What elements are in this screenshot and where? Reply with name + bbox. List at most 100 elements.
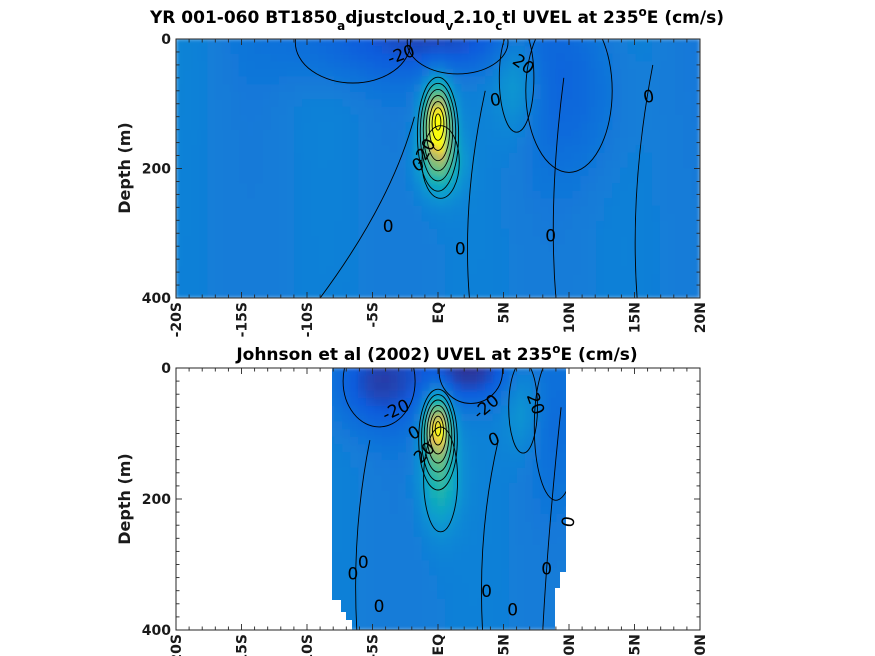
heatmap-cell <box>389 198 399 208</box>
heatmap-cell <box>342 198 352 208</box>
heatmap-cell <box>254 213 264 223</box>
heatmap-cell <box>453 436 463 446</box>
heatmap-cell <box>207 244 217 253</box>
heatmap-cell <box>691 61 700 71</box>
heatmap-cell <box>350 544 360 554</box>
heatmap-cell <box>421 444 431 454</box>
heatmap-cell <box>365 398 376 408</box>
heatmap-cell <box>176 251 185 261</box>
heatmap-cell <box>492 590 503 600</box>
heatmap-cell <box>556 46 566 55</box>
heatmap-cell <box>683 274 693 284</box>
heatmap-cell <box>524 244 534 253</box>
heatmap-cell <box>588 221 598 231</box>
heatmap-cell <box>437 213 447 223</box>
heatmap-cell <box>381 382 391 392</box>
heatmap-cell <box>508 76 518 86</box>
heatmap-cell <box>326 236 336 246</box>
heatmap-cell <box>191 145 201 154</box>
heatmap-cell <box>564 221 574 231</box>
heatmap-cell <box>342 436 352 446</box>
heatmap-cell <box>183 266 193 276</box>
heatmap-cell <box>508 590 518 600</box>
heatmap-cell <box>532 228 542 238</box>
heatmap-cell <box>405 99 415 109</box>
heatmap-cell <box>437 282 447 291</box>
heatmap-cell <box>572 198 582 208</box>
heatmap-cell <box>294 91 304 101</box>
heatmap-cell <box>318 137 328 147</box>
heatmap-cell <box>246 198 256 208</box>
heatmap-cell <box>389 244 399 253</box>
heatmap-cell <box>667 266 677 276</box>
heatmap-cell <box>207 114 217 124</box>
heatmap-cell <box>532 76 542 86</box>
heatmap-cell <box>278 106 288 116</box>
heatmap-cell <box>556 167 566 177</box>
heatmap-cell <box>532 251 542 261</box>
heatmap-cell <box>230 122 241 132</box>
heatmap-cell <box>389 583 399 593</box>
heatmap-cell <box>508 221 518 231</box>
heatmap-cell <box>461 190 471 200</box>
heatmap-cell <box>500 91 511 101</box>
heatmap-cell <box>413 567 423 577</box>
heatmap-cell <box>207 198 217 208</box>
heatmap-cell <box>262 145 272 154</box>
heatmap-cell <box>278 152 288 162</box>
heatmap-cell <box>334 421 344 431</box>
heatmap-cell <box>524 482 534 492</box>
heatmap-cell <box>469 575 479 585</box>
heatmap-cell <box>358 99 368 109</box>
heatmap-cell <box>508 482 518 492</box>
heatmap-cell <box>373 114 384 124</box>
heatmap-cell <box>469 160 479 170</box>
heatmap-cell <box>492 513 503 523</box>
heatmap-cell <box>176 76 185 86</box>
heatmap-cell <box>540 274 550 284</box>
heatmap-cell <box>461 91 471 101</box>
heatmap-cell <box>477 99 487 109</box>
heatmap-cell <box>556 152 566 162</box>
heatmap-cell <box>262 84 272 93</box>
heatmap-cell <box>215 274 225 284</box>
heatmap-cell <box>254 190 264 200</box>
heatmap-cell <box>675 76 685 86</box>
heatmap-cell <box>477 544 487 554</box>
heatmap-cell <box>548 53 558 63</box>
heatmap-cell <box>397 567 407 577</box>
heatmap-cell <box>437 259 447 269</box>
heatmap-cell <box>620 175 630 185</box>
heatmap-cell <box>532 198 542 208</box>
heatmap-cell <box>485 266 495 276</box>
heatmap-cell <box>667 251 677 261</box>
heatmap-cell <box>389 266 399 276</box>
heatmap-cell <box>183 46 193 55</box>
contour-label: 0 <box>358 553 369 573</box>
heatmap-cell <box>332 482 336 492</box>
heatmap-cell <box>596 160 606 170</box>
heatmap-cell <box>516 560 526 569</box>
heatmap-cell <box>604 183 614 192</box>
heatmap-cell <box>643 61 653 71</box>
heatmap-cell <box>207 122 217 132</box>
heatmap-cell <box>397 405 407 415</box>
heatmap-cell <box>453 289 463 298</box>
heatmap-cell <box>373 175 384 185</box>
heatmap-cell <box>675 190 685 200</box>
heatmap-cell <box>635 46 646 55</box>
heatmap-cell <box>413 621 423 630</box>
model-uvel-panel: YR 001-060 BT1850adjustcloudv2.10ctl UVE… <box>115 5 724 337</box>
heatmap-cell <box>461 221 471 231</box>
heatmap-cell <box>342 61 352 71</box>
heatmap-cell <box>334 76 344 86</box>
heatmap-cell <box>397 598 407 608</box>
heatmap-cell <box>500 76 511 86</box>
heatmap-cell <box>238 190 249 200</box>
heatmap-cell <box>326 274 336 284</box>
heatmap-cell <box>191 236 201 246</box>
heatmap-cell <box>358 190 368 200</box>
heatmap-cell <box>620 259 630 269</box>
heatmap-cell <box>588 160 598 170</box>
heatmap-cell <box>215 236 225 246</box>
